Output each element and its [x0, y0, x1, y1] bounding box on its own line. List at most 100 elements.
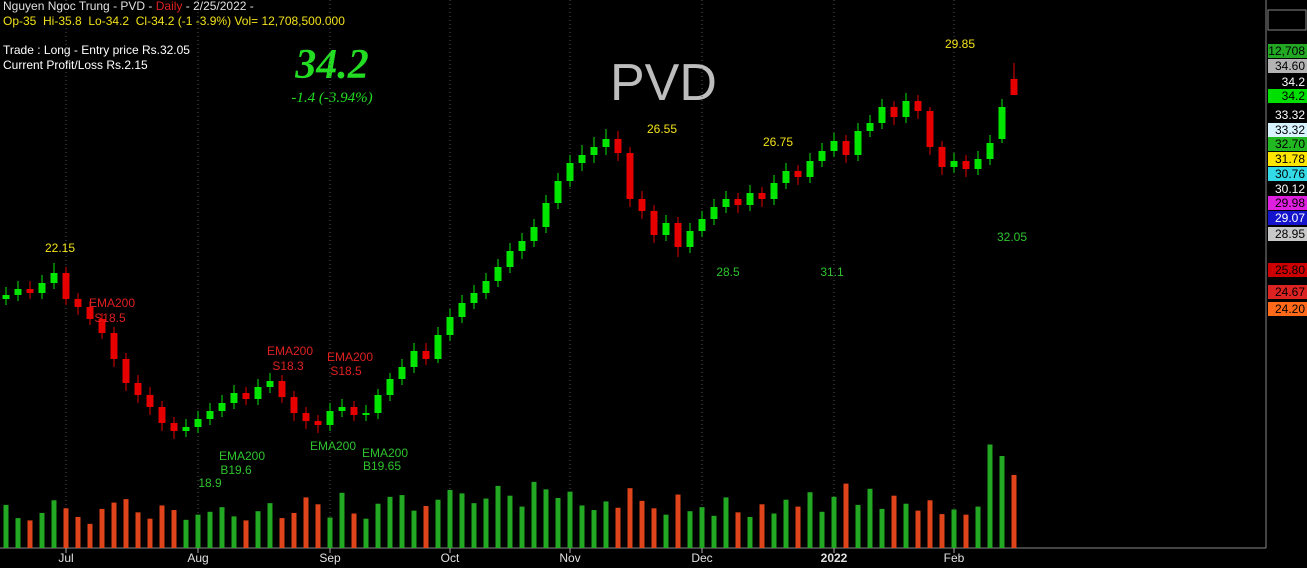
- candle-body: [746, 193, 754, 205]
- volume-bar: [639, 500, 645, 548]
- price-tag-label: 33.32: [1275, 108, 1305, 122]
- candle-body: [734, 199, 742, 205]
- x-tick-label: Nov: [559, 551, 580, 565]
- price-tag-label: 34.60: [1275, 59, 1305, 73]
- price-tag: [1268, 44, 1307, 58]
- annotation: 29.85: [945, 37, 975, 51]
- price-tag: [1268, 108, 1307, 122]
- price-tag: [1268, 211, 1307, 225]
- volume-bar: [831, 496, 837, 548]
- candle-body: [458, 303, 466, 317]
- volume-bar: [591, 510, 597, 548]
- price-tag: [1268, 59, 1307, 73]
- annotation: S18.5: [330, 364, 362, 378]
- candle-body: [194, 419, 202, 427]
- x-tick-label: Oct: [441, 551, 460, 565]
- price-tag: [1268, 137, 1307, 151]
- candle-body: [854, 131, 862, 155]
- volume-bar: [843, 483, 849, 548]
- price-tag: [1268, 285, 1307, 299]
- volume-bar: [327, 517, 333, 548]
- price-tag-label: 12,708: [1268, 44, 1305, 58]
- candle-body: [62, 273, 70, 299]
- volume-bar: [447, 489, 453, 548]
- candle-body: [326, 411, 334, 425]
- candle-body: [758, 193, 766, 199]
- annotation: 18.9: [198, 476, 222, 490]
- price-change: -1.4 (-3.94%): [291, 90, 372, 106]
- x-tick-label: Jul: [58, 551, 73, 565]
- volume-bar: [603, 501, 609, 548]
- price-tag-label: 33.32: [1275, 123, 1305, 137]
- volume-bar: [975, 506, 981, 548]
- volume-bar: [627, 488, 633, 548]
- volume-bar: [303, 497, 309, 548]
- volume-bar: [903, 503, 909, 548]
- candle-body: [974, 159, 982, 169]
- price-tag-label: 24.20: [1275, 302, 1305, 316]
- candle-body: [278, 381, 286, 397]
- candle-body: [158, 407, 166, 423]
- candle-body: [650, 211, 658, 235]
- candle-body: [146, 395, 154, 407]
- price-tag-label: 34.2: [1282, 75, 1306, 89]
- volume-bar: [879, 508, 885, 548]
- candle-body: [506, 251, 514, 267]
- candle-body: [614, 139, 622, 153]
- annotation: EMA200: [89, 296, 135, 310]
- header-ohlc: Op-35 Hi-35.8 Lo-34.2 Cl-34.2 (-1 -3.9%)…: [3, 14, 345, 28]
- volume-bar: [63, 508, 69, 548]
- candle-body: [98, 319, 106, 333]
- candle-body: [770, 183, 778, 199]
- volume-bar: [699, 507, 705, 548]
- x-tick-label: 2022: [821, 551, 848, 565]
- candle-body: [314, 421, 322, 425]
- candle-body: [2, 295, 10, 299]
- candle-body: [986, 143, 994, 159]
- volume-bar: [459, 493, 465, 548]
- volume-bar: [495, 485, 501, 548]
- trade-info: Trade : Long - Entry price Rs.32.05: [3, 43, 190, 57]
- volume-bar: [171, 510, 177, 548]
- price-tag-label: 24.67: [1275, 285, 1305, 299]
- volume-bar: [723, 497, 729, 548]
- price-tag: [1268, 196, 1307, 210]
- candle-body: [926, 111, 934, 147]
- annotation: EMA200: [219, 449, 265, 463]
- volume-bar: [159, 505, 165, 548]
- candle-body: [842, 141, 850, 155]
- candle-body: [518, 241, 526, 251]
- volume-bar: [735, 512, 741, 548]
- volume-bar: [855, 504, 861, 548]
- price-tag-label: 25.80: [1275, 263, 1305, 277]
- volume-bar: [891, 495, 897, 548]
- header-period: Daily: [156, 0, 183, 13]
- x-tick-label: Sep: [319, 551, 341, 565]
- annotation: EMA200: [362, 446, 408, 460]
- volume-bar: [747, 516, 753, 548]
- volume-bar: [579, 505, 585, 548]
- volume-bar: [135, 512, 141, 548]
- candle-body: [782, 171, 790, 183]
- volume-bar: [99, 508, 105, 548]
- x-tick-label: Aug: [187, 551, 208, 565]
- price-tag-label: 30.12: [1275, 182, 1305, 196]
- volume-bar: [519, 506, 525, 548]
- candle-body: [794, 171, 802, 177]
- volume-bar: [27, 520, 33, 548]
- candle-body: [482, 281, 490, 293]
- volume-bar: [531, 481, 537, 548]
- price-tag-label: 34.2: [1282, 89, 1306, 103]
- candle-body: [818, 151, 826, 161]
- volume-bar: [987, 444, 993, 548]
- price-tag-label: 28.95: [1275, 227, 1305, 241]
- candle-body: [14, 289, 22, 295]
- candle-body: [434, 335, 442, 359]
- candle-body: [638, 199, 646, 211]
- chart-title: PVD: [610, 54, 717, 112]
- volume-bar: [435, 499, 441, 548]
- volume-bar: [555, 497, 561, 548]
- volume-bar: [807, 492, 813, 548]
- candle-body: [362, 413, 370, 415]
